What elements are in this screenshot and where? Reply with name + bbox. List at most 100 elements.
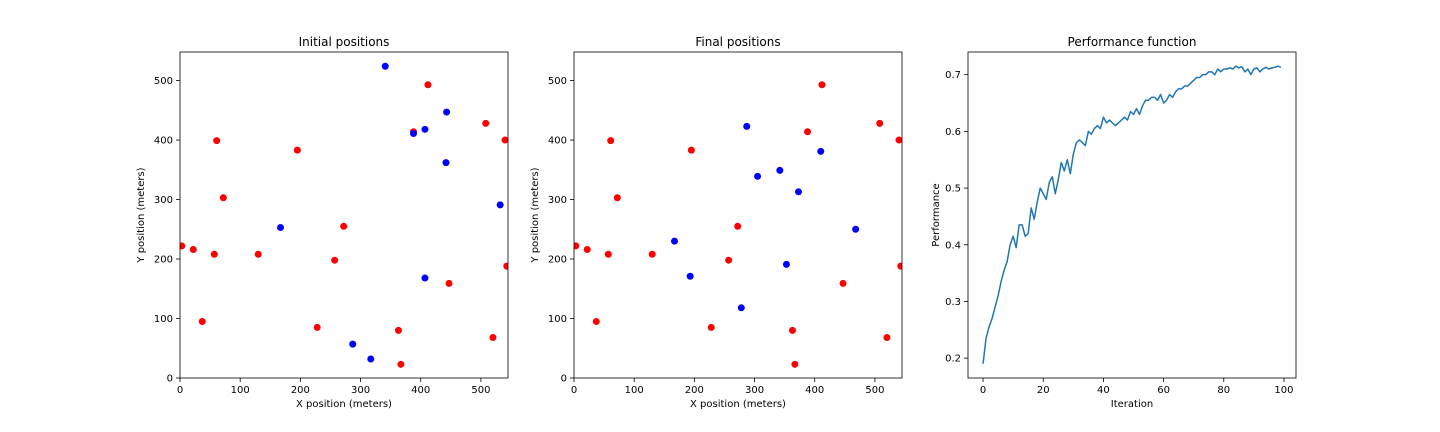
chart-panel-1: 0 100 200 300 400 500 0 100 200 300 400 500 Initial … <box>136 35 509 410</box>
scatter-point-blue <box>421 125 429 133</box>
y-tick-label: 400 <box>548 136 567 147</box>
scatter-point-blue <box>442 159 450 167</box>
y-tick-label: 0 <box>167 374 173 385</box>
scatter-point-red <box>198 317 206 325</box>
y-tick-label: 0.7 <box>945 70 961 81</box>
scatter-point-red <box>818 81 826 89</box>
x-axis-label: X position (meters) <box>690 399 786 410</box>
scatter-point-red <box>445 279 453 287</box>
x-tick-label: 200 <box>291 385 310 396</box>
y-tick-label: 300 <box>154 195 173 206</box>
chart-title: Performance function <box>1068 35 1197 49</box>
plot-area <box>574 81 902 368</box>
scatter-point-red <box>839 279 847 287</box>
scatter-point-red <box>574 242 580 250</box>
scatter-point-red <box>482 119 490 127</box>
scatter-point-blue <box>852 225 860 233</box>
plot-area <box>180 62 508 368</box>
scatter-point-red <box>503 262 508 270</box>
y-tick-label: 0 <box>561 374 567 385</box>
scatter-point-blue <box>754 172 762 180</box>
scatter-point-blue <box>737 304 745 312</box>
scatter-point-red <box>489 334 497 342</box>
y-tick-label: 500 <box>154 76 173 87</box>
performance-line <box>982 65 1282 364</box>
scatter-point-blue <box>381 62 389 70</box>
y-axis-label: Y position (meters) <box>530 167 541 263</box>
scatter-point-red <box>734 222 742 230</box>
plot-area <box>982 65 1282 364</box>
y-tick-label: 300 <box>548 195 567 206</box>
chart-title: Initial positions <box>299 35 390 49</box>
x-axis-label: Iteration <box>1111 399 1153 410</box>
chart-panel-2: 0 100 200 300 400 500 0 100 200 300 400 500 Final po… <box>530 35 903 410</box>
x-tick-label: 500 <box>471 385 490 396</box>
scatter-point-red <box>725 256 733 264</box>
scatter-point-red <box>340 222 348 230</box>
scatter-point-red <box>180 242 186 250</box>
x-tick-label: 400 <box>805 385 824 396</box>
scatter-point-red <box>313 323 321 331</box>
y-tick-label: 200 <box>548 255 567 266</box>
scatter-point-blue <box>794 188 802 196</box>
y-tick-label: 0.3 <box>945 297 961 308</box>
axes-frame <box>179 51 509 379</box>
scatter-point-blue <box>367 355 375 363</box>
x-tick-label: 40 <box>1097 385 1110 396</box>
scatter-point-red <box>804 128 812 136</box>
x-tick-label: 200 <box>685 385 704 396</box>
scatter-point-red <box>424 81 432 89</box>
scatter-point-blue <box>671 237 679 245</box>
x-tick-label: 400 <box>411 385 430 396</box>
scatter-point-red <box>331 256 339 264</box>
y-tick-label: 0.2 <box>945 354 961 365</box>
scatter-point-red <box>876 119 884 127</box>
x-tick-label: 0 <box>980 385 986 396</box>
y-tick-label: 500 <box>548 76 567 87</box>
x-tick-label: 500 <box>865 385 884 396</box>
scatter-point-red <box>592 317 600 325</box>
x-tick-label: 300 <box>351 385 370 396</box>
scatter-point-blue <box>496 201 504 209</box>
axes-frame <box>967 51 1297 379</box>
axes-frame <box>573 51 903 379</box>
scatter-point-red <box>604 250 612 258</box>
scatter-point-blue <box>277 223 285 231</box>
scatter-point-red <box>607 137 615 145</box>
scatter-point-red <box>189 246 197 254</box>
scatter-point-blue <box>743 122 751 130</box>
x-tick-label: 80 <box>1217 385 1230 396</box>
y-tick-label: 0.5 <box>945 184 961 195</box>
scatter-point-red <box>895 136 902 144</box>
x-tick-label: 0 <box>571 385 577 396</box>
scatter-point-red <box>791 360 799 368</box>
scatter-point-red <box>293 146 301 154</box>
scatter-point-red <box>397 360 405 368</box>
y-tick-label: 100 <box>154 314 173 325</box>
scatter-point-red <box>687 146 695 154</box>
scatter-point-red <box>219 194 227 202</box>
scatter-point-red <box>583 246 591 254</box>
scatter-point-red <box>897 262 902 270</box>
scatter-point-blue <box>776 166 784 174</box>
scatter-point-blue <box>817 147 825 155</box>
y-axis-label: Performance <box>931 183 942 246</box>
scatter-point-red <box>501 136 508 144</box>
scatter-point-red <box>883 334 891 342</box>
scatter-point-red <box>394 326 402 334</box>
x-tick-label: 0 <box>177 385 183 396</box>
x-tick-label: 60 <box>1157 385 1170 396</box>
scatter-point-red <box>648 250 656 258</box>
scatter-point-red <box>254 250 262 258</box>
scatter-point-red <box>213 137 221 145</box>
y-tick-label: 0.4 <box>945 240 961 251</box>
scatter-point-red <box>788 326 796 334</box>
scatter-point-blue <box>443 108 451 116</box>
scatter-point-blue <box>782 260 790 268</box>
scatter-point-red <box>707 323 715 331</box>
chart-title: Final positions <box>695 35 780 49</box>
scatter-point-blue <box>421 274 429 282</box>
x-tick-label: 300 <box>745 385 764 396</box>
y-tick-label: 100 <box>548 314 567 325</box>
